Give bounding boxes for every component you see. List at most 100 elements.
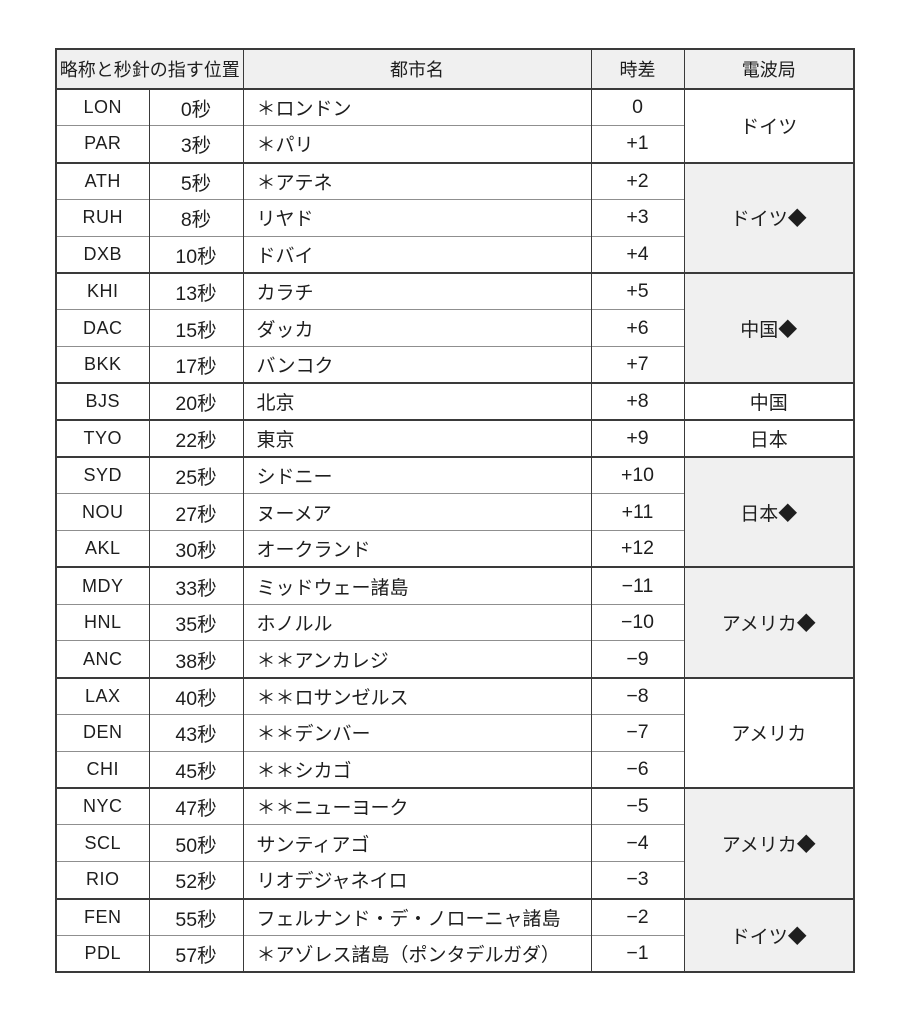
seconds-cell: 43秒	[148, 714, 243, 752]
table-row: RUH 8秒 リヤド +3	[55, 198, 854, 237]
table-row: ATH 5秒 ＊アテネ +2 ドイツ◆	[55, 161, 854, 273]
city-cell: ＊＊デンバー	[242, 714, 591, 752]
abbr-cell: ATH	[55, 161, 149, 200]
seconds-cell: 57秒	[148, 934, 243, 973]
abbr-cell: PDL	[55, 934, 149, 973]
city-cell: ＊＊シカゴ	[242, 750, 591, 789]
abbr-cell: PAR	[55, 125, 149, 163]
seconds-cell: 40秒	[148, 676, 243, 715]
offset-cell: +2	[590, 161, 684, 200]
header-offset: 時差	[590, 49, 684, 90]
city-cell: ミッドウェー諸島	[242, 566, 591, 605]
offset-cell: 0	[590, 88, 684, 126]
abbr-cell: AKL	[55, 530, 149, 568]
offset-cell: +3	[590, 198, 684, 237]
header-city: 都市名	[242, 49, 591, 90]
abbr-cell: HNL	[55, 603, 149, 641]
abbr-cell: DXB	[55, 235, 149, 273]
abbr-cell: RUH	[55, 198, 149, 237]
table-row: KHI 13秒 カラチ +5 中国◆	[55, 271, 854, 384]
offset-cell: +8	[590, 382, 684, 421]
abbr-cell: SYD	[55, 455, 149, 494]
world-time-table: 略称と秒針の指す位置 都市名 時差 電波局 LON 0秒 ＊ロンドン 0 ドイツ PAR 3…	[55, 48, 855, 974]
seconds-cell: 5秒	[148, 161, 243, 200]
seconds-cell: 22秒	[148, 419, 243, 457]
station-cell: 日本◆	[683, 455, 854, 568]
seconds-cell: 47秒	[148, 787, 243, 825]
seconds-cell: 20秒	[148, 382, 243, 421]
seconds-cell: 13秒	[148, 271, 243, 310]
offset-cell: +6	[590, 309, 684, 347]
city-cell: ＊＊アンカレジ	[242, 640, 591, 678]
city-cell: ＊ロンドン	[242, 88, 591, 126]
abbr-cell: FEN	[55, 897, 149, 936]
seconds-cell: 30秒	[148, 530, 243, 568]
seconds-cell: 33秒	[148, 566, 243, 605]
abbr-cell: NOU	[55, 493, 149, 531]
city-cell: ダッカ	[242, 309, 591, 347]
city-cell: カラチ	[242, 271, 591, 310]
city-cell: フェルナンド・デ・ノローニャ諸島	[242, 897, 591, 936]
offset-cell: +10	[590, 455, 684, 494]
table-row: HNL 35秒 ホノルル −10	[55, 603, 854, 641]
seconds-cell: 35秒	[148, 603, 243, 641]
abbr-cell: BKK	[55, 346, 149, 384]
abbr-cell: DAC	[55, 309, 149, 347]
city-cell: サンティアゴ	[242, 824, 591, 862]
station-cell: アメリカ◆	[683, 566, 854, 678]
header-station: 電波局	[683, 49, 854, 90]
abbr-cell: RIO	[55, 861, 149, 899]
city-cell: シドニー	[242, 455, 591, 494]
abbr-cell: LON	[55, 88, 149, 126]
city-cell: バンコク	[242, 346, 591, 384]
seconds-cell: 25秒	[148, 455, 243, 494]
station-cell: アメリカ◆	[683, 787, 854, 899]
seconds-cell: 8秒	[148, 198, 243, 237]
station-cell: 中国◆	[683, 271, 854, 384]
seconds-cell: 38秒	[148, 640, 243, 678]
table-row: PDL 57秒 ＊アゾレス諸島（ポンタデルガダ） −1	[55, 934, 854, 973]
table-row: NYC 47秒 ＊＊ニューヨーク −5 アメリカ◆	[55, 787, 854, 899]
table-row: NOU 27秒 ヌーメア +11	[55, 493, 854, 531]
seconds-cell: 52秒	[148, 861, 243, 899]
city-cell: ＊パリ	[242, 125, 591, 163]
table-row: PAR 3秒 ＊パリ +1	[55, 125, 854, 163]
offset-cell: −2	[590, 897, 684, 936]
city-cell: ドバイ	[242, 235, 591, 273]
abbr-cell: ANC	[55, 640, 149, 678]
table-row: BJS 20秒 北京 +8 中国	[55, 382, 854, 421]
station-cell: アメリカ	[683, 676, 854, 789]
seconds-cell: 55秒	[148, 897, 243, 936]
city-cell: 東京	[242, 419, 591, 457]
station-cell: 日本	[683, 419, 854, 457]
offset-cell: −8	[590, 676, 684, 715]
offset-cell: −5	[590, 787, 684, 825]
table-row: DEN 43秒 ＊＊デンバー −7	[55, 714, 854, 752]
seconds-cell: 50秒	[148, 824, 243, 862]
table-row: RIO 52秒 リオデジャネイロ −3	[55, 861, 854, 899]
city-cell: ＊アテネ	[242, 161, 591, 200]
seconds-cell: 0秒	[148, 88, 243, 126]
table-row: MDY 33秒 ミッドウェー諸島 −11 アメリカ◆	[55, 566, 854, 678]
table-row: SCL 50秒 サンティアゴ −4	[55, 824, 854, 862]
abbr-cell: BJS	[55, 382, 149, 421]
offset-cell: −11	[590, 566, 684, 605]
city-cell: ＊＊ロサンゼルス	[242, 676, 591, 715]
offset-cell: −7	[590, 714, 684, 752]
offset-cell: −10	[590, 603, 684, 641]
table-row: TYO 22秒 東京 +9 日本	[55, 419, 854, 457]
seconds-cell: 45秒	[148, 750, 243, 789]
city-cell: オークランド	[242, 530, 591, 568]
offset-cell: −4	[590, 824, 684, 862]
seconds-cell: 3秒	[148, 125, 243, 163]
abbr-cell: MDY	[55, 566, 149, 605]
seconds-cell: 27秒	[148, 493, 243, 531]
table-row: CHI 45秒 ＊＊シカゴ −6	[55, 750, 854, 789]
seconds-cell: 17秒	[148, 346, 243, 384]
station-cell: ドイツ	[683, 88, 854, 163]
offset-cell: −9	[590, 640, 684, 678]
station-cell: ドイツ◆	[683, 161, 854, 273]
table-row: LAX 40秒 ＊＊ロサンゼルス −8 アメリカ	[55, 676, 854, 789]
offset-cell: +12	[590, 530, 684, 568]
offset-cell: +11	[590, 493, 684, 531]
